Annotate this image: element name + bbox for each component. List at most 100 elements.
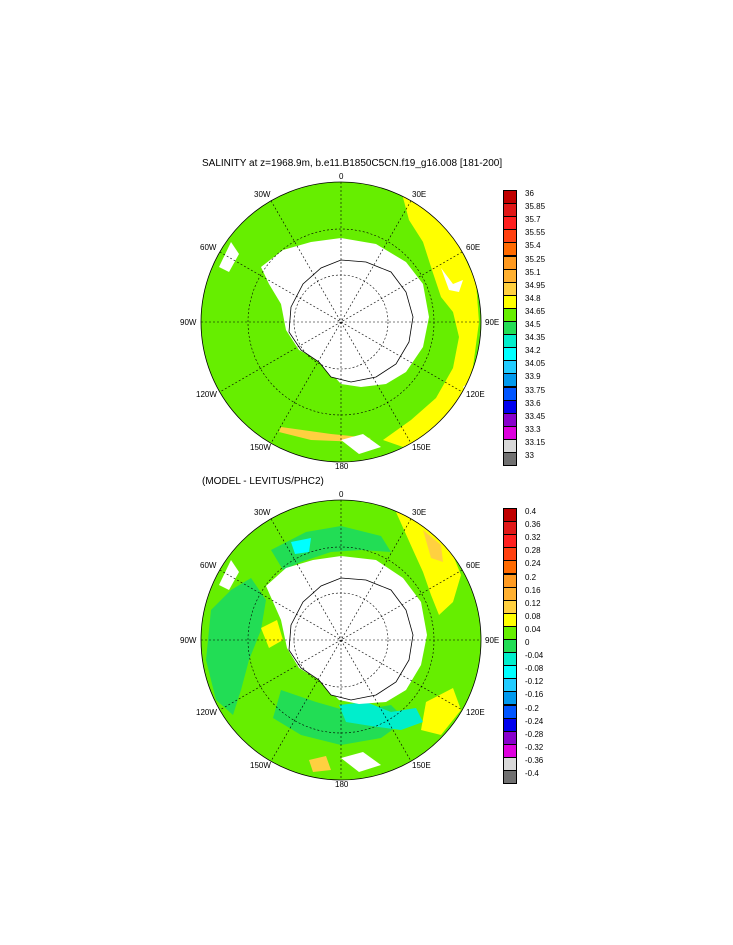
bottom-colorbar-tick: 0.2 bbox=[525, 572, 537, 582]
bottom-colorbar-tick: -0.08 bbox=[525, 664, 544, 674]
top-yellow-region bbox=[383, 190, 479, 447]
top-colorbar-tick: 34.2 bbox=[525, 346, 541, 356]
bottom-colorbar-swatch bbox=[503, 625, 517, 640]
bottom-land-nz bbox=[341, 752, 381, 772]
top-colorbar-swatch bbox=[503, 347, 517, 362]
bottom-colorbar-tick: 0.28 bbox=[525, 546, 541, 556]
top-colorbar-tick: 33.75 bbox=[525, 385, 546, 395]
top-lon-30w: 30W bbox=[254, 190, 271, 199]
bottom-colorbar-tick: -0.2 bbox=[525, 703, 539, 713]
bottom-green-band-south bbox=[273, 690, 406, 745]
top-colorbar-swatch bbox=[503, 307, 517, 322]
top-colorbar-swatch bbox=[503, 399, 517, 414]
bottom-colorbar-swatch bbox=[503, 521, 517, 536]
bottom-colorbar-swatch bbox=[503, 717, 517, 732]
top-colorbar-swatch bbox=[503, 438, 517, 453]
top-colorbar-swatch bbox=[503, 268, 517, 283]
bottom-orange-east bbox=[423, 530, 443, 562]
bottom-colorbar-tick: 0.24 bbox=[525, 559, 541, 569]
top-colorbar-swatch bbox=[503, 334, 517, 349]
top-lon-90e: 90E bbox=[485, 318, 500, 327]
bottom-yellow-w bbox=[261, 620, 283, 648]
top-antarctica-coast bbox=[288, 259, 414, 383]
bottom-colorbar-tick: 0.08 bbox=[525, 611, 541, 621]
bottom-lon-90w: 90W bbox=[180, 636, 197, 645]
bottom-colorbar-tick: -0.28 bbox=[525, 729, 544, 739]
bottom-colorbar-swatch bbox=[503, 743, 517, 758]
top-colorbar-tick: 35.4 bbox=[525, 241, 541, 251]
bottom-colorbar-tick: -0.12 bbox=[525, 677, 544, 687]
bottom-polar-map bbox=[200, 499, 482, 781]
top-colorbar-swatch bbox=[503, 360, 517, 375]
bottom-lon-150e: 150E bbox=[412, 761, 431, 770]
bottom-colorbar-swatch bbox=[503, 612, 517, 627]
top-colorbar-swatch bbox=[503, 412, 517, 427]
bottom-green-band-north bbox=[271, 526, 391, 570]
top-colorbar-tick: 34.35 bbox=[525, 333, 546, 343]
bottom-colorbar-tick: 0.04 bbox=[525, 624, 541, 634]
bottom-lon-0: 0 bbox=[339, 490, 344, 499]
top-colorbar-tick: 33.15 bbox=[525, 437, 546, 447]
bottom-lon-60e: 60E bbox=[466, 561, 481, 570]
top-land-nz bbox=[341, 434, 381, 454]
top-colorbar-swatch bbox=[503, 255, 517, 270]
top-colorbar-swatch bbox=[503, 203, 517, 218]
top-colorbar-tick: 35.55 bbox=[525, 228, 546, 238]
bottom-plot-title: (MODEL - LEVITUS/PHC2) bbox=[202, 476, 324, 487]
top-lon-90w: 90W bbox=[180, 318, 197, 327]
bottom-colorbar-swatch bbox=[503, 770, 517, 785]
bottom-cyan-region bbox=[339, 702, 423, 730]
bottom-colorbar-swatch bbox=[503, 652, 517, 667]
top-colorbar-tick: 34.65 bbox=[525, 306, 546, 316]
bottom-cyan-nw bbox=[291, 538, 311, 554]
top-colorbar-tick: 34.95 bbox=[525, 280, 546, 290]
top-colorbar-swatch bbox=[503, 281, 517, 296]
bottom-colorbar-swatch bbox=[503, 678, 517, 693]
top-colorbar-tick: 33.45 bbox=[525, 411, 546, 421]
top-colorbar-swatch bbox=[503, 190, 517, 205]
top-colorbar-tick: 34.8 bbox=[525, 293, 541, 303]
bottom-colorbar-swatch bbox=[503, 547, 517, 562]
bottom-yellow-s bbox=[309, 756, 331, 772]
bottom-colorbar-tick: 0 bbox=[525, 638, 530, 647]
bottom-green-band-west bbox=[206, 578, 266, 715]
bottom-colorbar-tick: 0.4 bbox=[525, 507, 537, 516]
bottom-lon-150w: 150W bbox=[250, 761, 271, 770]
top-colorbar-tick: 34.05 bbox=[525, 359, 546, 369]
bottom-colorbar-swatch bbox=[503, 730, 517, 745]
top-lon-120e: 120E bbox=[466, 390, 485, 399]
top-colorbar-tick: 35.85 bbox=[525, 202, 546, 212]
top-polar-map bbox=[200, 181, 482, 463]
top-lon-60e: 60E bbox=[466, 243, 481, 252]
bottom-yellow-east bbox=[396, 512, 461, 615]
top-colorbar-swatch bbox=[503, 321, 517, 336]
bottom-yellow-se bbox=[421, 688, 461, 735]
top-colorbar-tick: 33.6 bbox=[525, 398, 541, 408]
bottom-lon-60w: 60W bbox=[200, 561, 217, 570]
top-graticule bbox=[201, 182, 481, 462]
top-colorbar-swatch bbox=[503, 229, 517, 244]
bottom-lon-120w: 120W bbox=[196, 708, 217, 717]
top-colorbar-tick: 35.7 bbox=[525, 215, 541, 225]
bottom-lon-30e: 30E bbox=[412, 508, 427, 517]
bottom-colorbar-swatch bbox=[503, 573, 517, 588]
bottom-colorbar-swatch bbox=[503, 756, 517, 771]
bottom-colorbar-tick: 0.12 bbox=[525, 598, 541, 608]
bottom-colorbar-swatch bbox=[503, 599, 517, 614]
top-lon-150e: 150E bbox=[412, 443, 431, 452]
top-lon-60w: 60W bbox=[200, 243, 217, 252]
top-colorbar-tick: 33 bbox=[525, 451, 534, 460]
top-land-africa bbox=[441, 268, 463, 292]
top-plot-title: SALINITY at z=1968.9m, b.e11.B1850C5CN.f… bbox=[202, 158, 503, 169]
top-colorbar-swatch bbox=[503, 452, 517, 467]
bottom-antarctica-coast bbox=[288, 577, 414, 701]
bottom-graticule bbox=[201, 500, 481, 780]
bottom-lon-30w: 30W bbox=[254, 508, 271, 517]
top-land-south-america bbox=[219, 242, 239, 272]
bottom-colorbar-swatch bbox=[503, 639, 517, 654]
bottom-colorbar-tick: -0.36 bbox=[525, 755, 544, 765]
bottom-colorbar-swatch bbox=[503, 508, 517, 523]
top-lon-30e: 30E bbox=[412, 190, 427, 199]
top-colorbar-swatch bbox=[503, 386, 517, 401]
bottom-lon-180: 180 bbox=[335, 780, 349, 789]
